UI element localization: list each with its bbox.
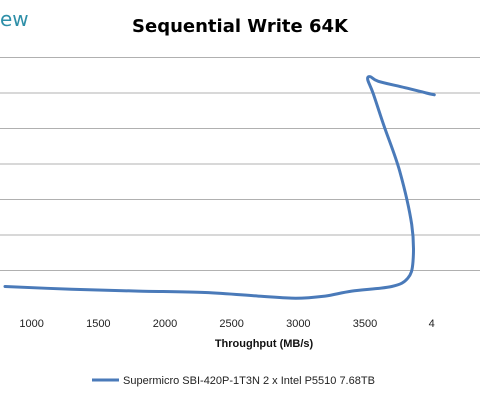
x-tick-label: 1000 xyxy=(19,318,43,330)
legend: Supermicro SBI-420P-1T3N 2 x Intel P5510… xyxy=(92,375,375,387)
chart-title: Sequential Write 64K xyxy=(132,16,349,37)
x-tick-label: 2500 xyxy=(219,318,243,330)
x-axis-ticks: 1000 1500 2000 2500 3000 3500 4 xyxy=(19,318,434,330)
x-tick-label: 2000 xyxy=(153,318,177,330)
brand-logo-fragment: ew xyxy=(0,7,29,31)
series-layer xyxy=(3,75,436,300)
legend-entry: Supermicro SBI-420P-1T3N 2 x Intel P5510… xyxy=(123,375,375,387)
x-tick-label: 3500 xyxy=(353,318,377,330)
gridlines xyxy=(0,57,480,271)
x-tick-label: 1500 xyxy=(86,318,110,330)
series-line-0 xyxy=(3,75,436,300)
x-axis-label: Throughput (MB/s) xyxy=(215,338,314,350)
x-tick-label: 4 xyxy=(429,318,435,330)
x-tick-label: 3000 xyxy=(286,318,310,330)
